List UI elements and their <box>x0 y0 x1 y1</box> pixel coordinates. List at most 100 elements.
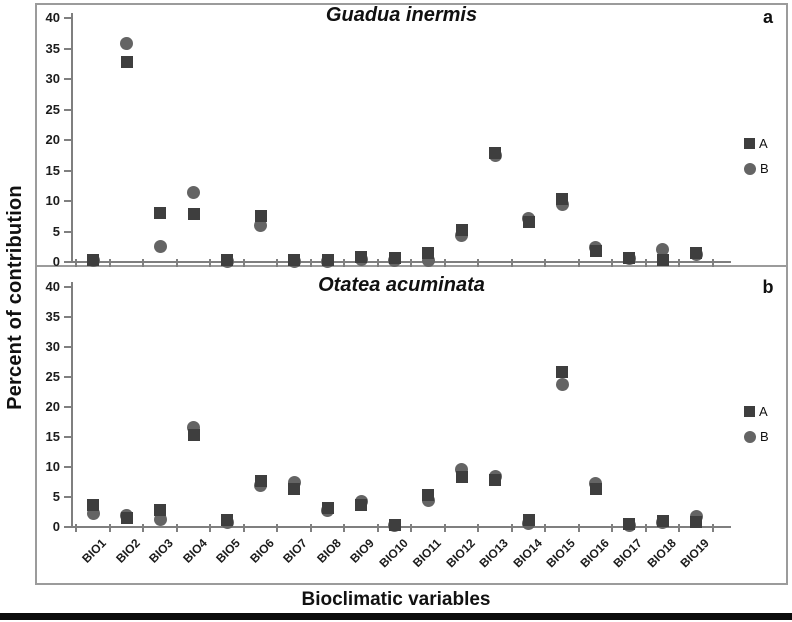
legend-label: B <box>760 161 769 176</box>
panel-b-y-tick-label: 20 <box>45 399 60 414</box>
panel-a-x-axis-line <box>71 261 731 263</box>
panel-a-y-tick-label: 20 <box>45 132 60 147</box>
legend-label: A <box>759 404 768 419</box>
panel-a-legend-item-A: A <box>744 136 768 151</box>
panel-b-x-tick <box>678 524 681 532</box>
panel-a-x-tick <box>443 259 446 267</box>
panel-b-legend-item-A: A <box>744 404 768 419</box>
panel-b-x-tick <box>142 524 145 532</box>
panel-b-x-tick <box>343 524 346 532</box>
panel-b-x-tick <box>242 524 245 532</box>
data-point-a-A-BIO2 <box>120 55 133 68</box>
panel-b-y-axis-line <box>71 282 73 528</box>
panel-b-y-tick <box>64 526 71 528</box>
data-point-b-A-BIO8 <box>321 502 334 515</box>
data-point-b-A-BIO1 <box>87 498 99 511</box>
data-point-a-A-BIO18 <box>656 254 669 267</box>
data-point-a-A-BIO4 <box>187 208 200 221</box>
panel-a-y-tick-label: 0 <box>52 254 60 269</box>
panel-a-legend-item-B: B <box>744 161 769 176</box>
data-point-b-A-BIO4 <box>187 428 200 441</box>
panel-b-y-tick-label: 25 <box>45 369 60 384</box>
data-point-a-A-BIO19 <box>690 246 702 259</box>
panel-a-y-tick <box>64 108 71 111</box>
data-point-a-A-BIO11 <box>422 246 434 259</box>
panel-b-y-tick-label: 10 <box>45 459 60 474</box>
panel-b-x-tick <box>309 524 312 532</box>
panel-a-y-tick <box>64 230 71 233</box>
panel-b-y-tick <box>64 346 71 348</box>
square-marker-icon <box>744 138 755 149</box>
panel-b-y-tick-label: 5 <box>52 489 60 504</box>
panel-b-x-tick <box>711 524 714 532</box>
panel-b-x-tick <box>276 524 279 532</box>
panel-b-y-tick-label: 35 <box>45 309 60 324</box>
data-point-b-A-BIO9 <box>355 498 367 511</box>
panel-a-y-tick-label: 30 <box>45 71 60 86</box>
data-point-b-A-BIO13 <box>489 474 501 487</box>
panel-b-y-tick <box>64 286 71 288</box>
panel-a-x-tick <box>142 259 145 267</box>
panel-b-x-tick <box>175 524 178 532</box>
panel-b-x-tick <box>544 524 547 532</box>
panel-b-x-tick <box>611 524 614 532</box>
panel-a-y-tick-label: 5 <box>52 223 60 239</box>
panel-b-y-tick <box>64 466 71 468</box>
data-point-a-A-BIO1 <box>87 253 99 266</box>
data-point-b-A-BIO16 <box>589 483 602 496</box>
panel-a-y-tick <box>64 139 71 141</box>
circle-marker-icon <box>744 162 756 175</box>
data-point-b-A-BIO18 <box>656 515 669 527</box>
data-point-a-A-BIO14 <box>522 215 535 228</box>
x-axis-title: Bioclimatic variables <box>301 589 491 610</box>
data-point-a-B-BIO3 <box>153 240 167 254</box>
data-point-b-A-BIO15 <box>556 366 568 379</box>
panel-a-y-tick-label: 35 <box>45 40 60 56</box>
panel-b-x-tick <box>477 524 480 532</box>
panel-a-x-tick <box>209 259 212 267</box>
panel-a-x-tick <box>711 259 714 267</box>
data-point-b-A-BIO6 <box>254 474 267 487</box>
panel-b-y-tick <box>64 496 71 498</box>
panel-b-y-tick-label: 15 <box>45 429 60 444</box>
panel-b-x-tick <box>410 524 413 532</box>
panel-a-corner-label: a <box>762 7 773 27</box>
square-marker-icon <box>744 406 755 417</box>
panel-b-y-tick <box>64 316 71 318</box>
panel-a-x-tick <box>276 259 279 267</box>
panel-a-y-axis-line <box>71 13 73 263</box>
panel-b-x-tick <box>209 524 212 532</box>
data-point-b-B-BIO3 <box>153 513 167 527</box>
panel-b-x-axis-line <box>71 526 731 528</box>
panel-b-y-tick-label: 0 <box>52 519 60 534</box>
data-point-a-A-BIO7 <box>288 254 300 267</box>
panel-a-x-tick <box>477 259 480 267</box>
panel-a-x-tick <box>242 259 245 267</box>
data-point-a-A-BIO15 <box>556 193 568 206</box>
panel-a-x-tick <box>75 259 78 267</box>
panel-a-y-tick <box>64 47 71 50</box>
panel-a-x-tick <box>376 259 379 267</box>
data-point-a-B-BIO18 <box>656 243 669 257</box>
panel-a-y-tick-label: 15 <box>45 162 60 178</box>
panel-b-x-tick <box>644 524 647 532</box>
panel-a-x-tick <box>175 259 178 267</box>
panel-b-y-tick-label: 40 <box>45 279 60 294</box>
panel-b-x-tick <box>376 524 379 532</box>
data-point-b-A-BIO17 <box>623 518 635 530</box>
data-point-b-A-BIO2 <box>120 512 133 524</box>
data-point-b-A-BIO10 <box>388 518 401 531</box>
data-point-b-A-BIO7 <box>288 483 300 496</box>
panel-a-title: Guadua inermis <box>325 4 478 26</box>
data-point-a-A-BIO13 <box>489 147 501 160</box>
legend-label: B <box>760 429 769 444</box>
data-point-a-A-BIO5 <box>221 254 233 267</box>
panel-a-x-tick <box>343 259 346 267</box>
panel-b-x-tick <box>75 524 78 532</box>
panel-b-x-tick <box>577 524 580 532</box>
data-point-a-B-BIO2 <box>120 37 133 51</box>
panel-a-x-tick <box>309 259 312 267</box>
plot-frame <box>35 3 788 585</box>
panel-a-x-tick <box>544 259 547 267</box>
